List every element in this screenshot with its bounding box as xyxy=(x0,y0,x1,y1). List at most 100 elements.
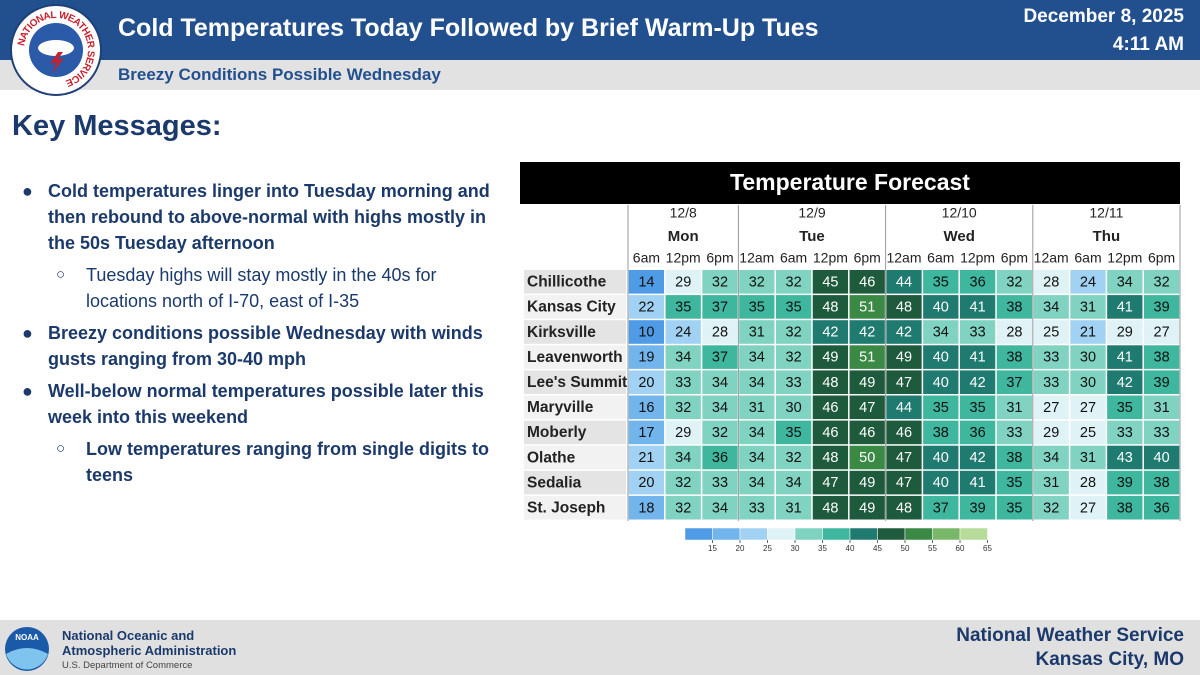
temp-cell xyxy=(959,495,996,520)
temp-cell xyxy=(665,270,701,294)
temp-cell xyxy=(886,445,922,470)
temp-value: 31 xyxy=(1006,400,1022,416)
temp-value: 47 xyxy=(896,375,912,391)
temp-value: 46 xyxy=(896,425,912,441)
temp-value: 45 xyxy=(822,274,838,290)
agency-line: Atmospheric Administration xyxy=(62,643,237,658)
temp-value: 32 xyxy=(712,425,728,441)
temp-cell xyxy=(996,295,1033,319)
temp-value: 38 xyxy=(1006,350,1022,366)
temp-value: 30 xyxy=(786,400,802,416)
temp-cell xyxy=(628,395,665,420)
temp-value: 29 xyxy=(675,425,691,441)
temp-value: 38 xyxy=(933,425,949,441)
temp-value: 31 xyxy=(1154,400,1170,416)
temp-cell xyxy=(775,270,812,294)
temp-value: 38 xyxy=(1154,475,1170,491)
temp-value: 37 xyxy=(712,299,728,315)
date: December 8, 2025 xyxy=(1023,6,1184,27)
temperature-table: Temperature Forecast 12/8 Mon 6am 12pm 6pm 12/… xyxy=(520,162,1181,553)
temp-cell xyxy=(739,295,775,319)
time: 4:11 AM xyxy=(1112,34,1184,55)
office-line: National Weather Service xyxy=(956,625,1184,646)
temp-cell xyxy=(1107,320,1143,344)
temp-value: 44 xyxy=(896,274,912,290)
temp-value: 41 xyxy=(970,350,986,366)
temp-cell xyxy=(1107,470,1143,495)
temp-cell xyxy=(628,345,665,369)
temp-value: 32 xyxy=(1043,500,1059,516)
logo-bolt xyxy=(50,52,64,74)
noaa-logo-text: NOAA xyxy=(15,633,39,642)
temp-cell xyxy=(1107,345,1143,369)
office: National Weather Service Kansas City, MO xyxy=(956,624,1184,672)
time-label: 6pm xyxy=(706,250,733,266)
temp-cell xyxy=(849,470,885,495)
temp-cell xyxy=(628,445,665,470)
legend-tick-label: 20 xyxy=(736,544,745,553)
temp-value: 25 xyxy=(1080,425,1096,441)
bullet-item: ● Well-below normal temperatures possible… xyxy=(20,378,500,430)
bullet-marker: ● xyxy=(22,323,33,343)
temp-value: 50 xyxy=(859,450,875,466)
temp-value: 48 xyxy=(822,299,838,315)
time-label: 12pm xyxy=(1107,250,1142,266)
temp-value: 36 xyxy=(970,274,986,290)
row-label-bg xyxy=(524,345,626,369)
temp-value: 33 xyxy=(786,375,802,391)
temp-cell xyxy=(1033,445,1069,470)
temp-value: 35 xyxy=(749,299,765,315)
temp-value: 33 xyxy=(970,325,986,341)
temp-value: 29 xyxy=(1117,325,1133,341)
temp-cell xyxy=(812,270,849,294)
row-label: Olathe xyxy=(527,449,576,466)
temp-value: 42 xyxy=(859,325,875,341)
row-label-bg xyxy=(524,270,626,294)
temp-value: 46 xyxy=(859,425,875,441)
temp-value: 30 xyxy=(1080,375,1096,391)
temp-cell xyxy=(775,445,812,470)
temp-value: 33 xyxy=(1043,375,1059,391)
bullet-text: Low temperatures ranging from single dig… xyxy=(86,439,490,485)
agency-name: National Oceanic and Atmospheric Administ… xyxy=(62,628,236,658)
noaa-logo: NOAA xyxy=(5,627,49,671)
temp-cell xyxy=(665,495,701,520)
temp-cell xyxy=(665,395,701,420)
temp-cell xyxy=(886,420,922,445)
temp-cell xyxy=(812,445,849,470)
legend-swatch xyxy=(822,527,851,541)
temp-value: 49 xyxy=(822,350,838,366)
temp-value: 41 xyxy=(1117,299,1133,315)
temp-value: 47 xyxy=(896,475,912,491)
row-label: Maryville xyxy=(527,399,594,416)
temp-cell xyxy=(702,445,738,470)
temp-value: 34 xyxy=(933,325,949,341)
temp-cell xyxy=(739,270,775,294)
temp-value: 34 xyxy=(749,375,765,391)
temp-cell xyxy=(739,320,775,344)
temp-cell xyxy=(1143,495,1180,520)
temp-cell xyxy=(1143,420,1180,445)
temp-cell xyxy=(775,295,812,319)
temp-cell xyxy=(739,420,775,445)
temp-value: 37 xyxy=(1006,375,1022,391)
temp-value: 38 xyxy=(1006,450,1022,466)
temp-cell xyxy=(1107,445,1143,470)
temp-value: 51 xyxy=(859,350,875,366)
subtitle: Breezy Conditions Possible Wednesday xyxy=(118,65,441,84)
temp-value: 16 xyxy=(638,400,654,416)
temp-value: 29 xyxy=(675,274,691,290)
temp-cell xyxy=(1070,320,1106,344)
temp-value: 32 xyxy=(786,325,802,341)
temp-value: 20 xyxy=(638,375,654,391)
temp-value: 35 xyxy=(786,299,802,315)
temp-cell xyxy=(959,320,996,344)
temp-cell xyxy=(702,295,738,319)
temp-value: 17 xyxy=(638,425,654,441)
temp-cell xyxy=(849,495,885,520)
temp-cell xyxy=(775,395,812,420)
temp-value: 42 xyxy=(1117,375,1133,391)
temp-cell xyxy=(812,295,849,319)
temp-value: 38 xyxy=(1006,299,1022,315)
temp-cell xyxy=(665,320,701,344)
